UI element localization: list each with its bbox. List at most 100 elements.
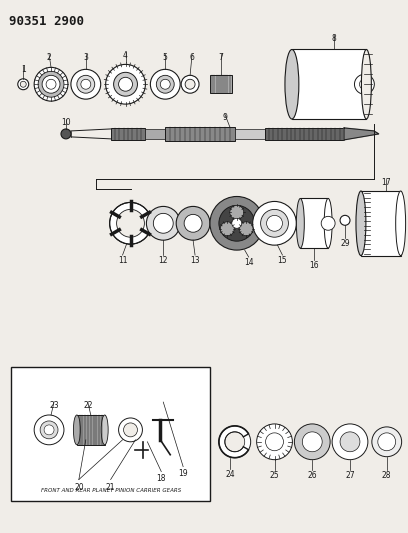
- Circle shape: [266, 433, 284, 451]
- Ellipse shape: [296, 198, 304, 248]
- Text: 19: 19: [178, 469, 188, 478]
- Circle shape: [184, 214, 202, 232]
- Text: 20: 20: [74, 482, 84, 491]
- Text: 21: 21: [106, 482, 115, 491]
- Circle shape: [253, 201, 296, 245]
- Circle shape: [119, 418, 142, 442]
- Circle shape: [146, 206, 180, 240]
- Bar: [210, 75, 232, 93]
- Text: 22: 22: [83, 401, 93, 410]
- Circle shape: [44, 425, 54, 435]
- Text: 27: 27: [345, 471, 355, 480]
- Bar: [77, 415, 105, 445]
- Circle shape: [151, 69, 180, 99]
- Text: 13: 13: [190, 256, 200, 265]
- Text: 2: 2: [47, 53, 51, 62]
- Circle shape: [232, 219, 242, 228]
- Circle shape: [219, 205, 255, 241]
- Text: 1: 1: [21, 66, 26, 75]
- Circle shape: [18, 79, 29, 90]
- Circle shape: [61, 129, 71, 139]
- Circle shape: [378, 433, 396, 451]
- Text: FRONT AND REAR PLANET PINION CARRIER GEARS: FRONT AND REAR PLANET PINION CARRIER GEA…: [40, 488, 181, 494]
- Text: 23: 23: [49, 401, 59, 410]
- Circle shape: [261, 209, 288, 237]
- Text: 9: 9: [222, 113, 227, 122]
- Circle shape: [110, 203, 151, 244]
- Ellipse shape: [361, 50, 371, 119]
- Circle shape: [46, 79, 56, 89]
- Circle shape: [220, 222, 234, 236]
- Text: 3: 3: [83, 53, 88, 62]
- Circle shape: [181, 75, 199, 93]
- Circle shape: [113, 72, 137, 96]
- Circle shape: [77, 75, 95, 93]
- Circle shape: [38, 71, 64, 97]
- Circle shape: [117, 209, 144, 237]
- Circle shape: [71, 69, 101, 99]
- Text: 5: 5: [163, 53, 168, 62]
- Text: 14: 14: [244, 258, 253, 267]
- Circle shape: [332, 424, 368, 459]
- Circle shape: [106, 64, 145, 104]
- Circle shape: [160, 79, 170, 89]
- Circle shape: [355, 74, 374, 94]
- Ellipse shape: [324, 198, 332, 248]
- Text: 6: 6: [190, 53, 195, 62]
- Bar: [165, 127, 235, 141]
- Text: 25: 25: [270, 471, 279, 480]
- Bar: [111, 128, 145, 140]
- Circle shape: [20, 81, 26, 87]
- Bar: [235, 129, 264, 139]
- Circle shape: [176, 206, 210, 240]
- Circle shape: [340, 432, 360, 452]
- Circle shape: [210, 197, 264, 250]
- Circle shape: [124, 423, 137, 437]
- Text: 10: 10: [61, 118, 71, 127]
- Ellipse shape: [73, 415, 80, 445]
- Circle shape: [295, 424, 330, 459]
- Circle shape: [302, 432, 322, 452]
- Bar: [11, 367, 210, 502]
- Bar: [264, 128, 344, 140]
- Text: 8: 8: [332, 34, 337, 43]
- Text: 18: 18: [157, 474, 166, 482]
- Text: 17: 17: [381, 178, 390, 187]
- Text: 26: 26: [308, 471, 317, 480]
- Circle shape: [225, 432, 245, 452]
- Circle shape: [340, 215, 350, 225]
- Text: 29: 29: [340, 239, 350, 248]
- Bar: [300, 198, 328, 248]
- Bar: [145, 129, 165, 139]
- Text: 15: 15: [278, 256, 287, 265]
- Circle shape: [153, 213, 173, 233]
- Text: 24: 24: [225, 470, 235, 479]
- Text: 16: 16: [309, 261, 319, 270]
- Circle shape: [119, 77, 133, 91]
- Bar: [361, 191, 401, 256]
- Ellipse shape: [396, 191, 406, 256]
- Circle shape: [257, 424, 293, 459]
- Ellipse shape: [101, 415, 108, 445]
- Circle shape: [359, 79, 369, 89]
- Text: 11: 11: [118, 256, 127, 265]
- Text: 28: 28: [382, 471, 392, 480]
- Circle shape: [156, 75, 174, 93]
- Text: 90351 2900: 90351 2900: [9, 15, 84, 28]
- Bar: [292, 50, 366, 119]
- Circle shape: [81, 79, 91, 89]
- Circle shape: [239, 222, 253, 236]
- Text: 12: 12: [159, 256, 168, 265]
- Circle shape: [185, 79, 195, 89]
- Circle shape: [266, 215, 282, 231]
- Circle shape: [34, 67, 68, 101]
- Polygon shape: [344, 128, 379, 140]
- Circle shape: [230, 205, 244, 219]
- Ellipse shape: [356, 191, 366, 256]
- Circle shape: [372, 427, 401, 457]
- Ellipse shape: [285, 50, 299, 119]
- Circle shape: [219, 426, 251, 458]
- Circle shape: [34, 415, 64, 445]
- Text: 7: 7: [218, 53, 223, 62]
- Text: 4: 4: [123, 52, 128, 60]
